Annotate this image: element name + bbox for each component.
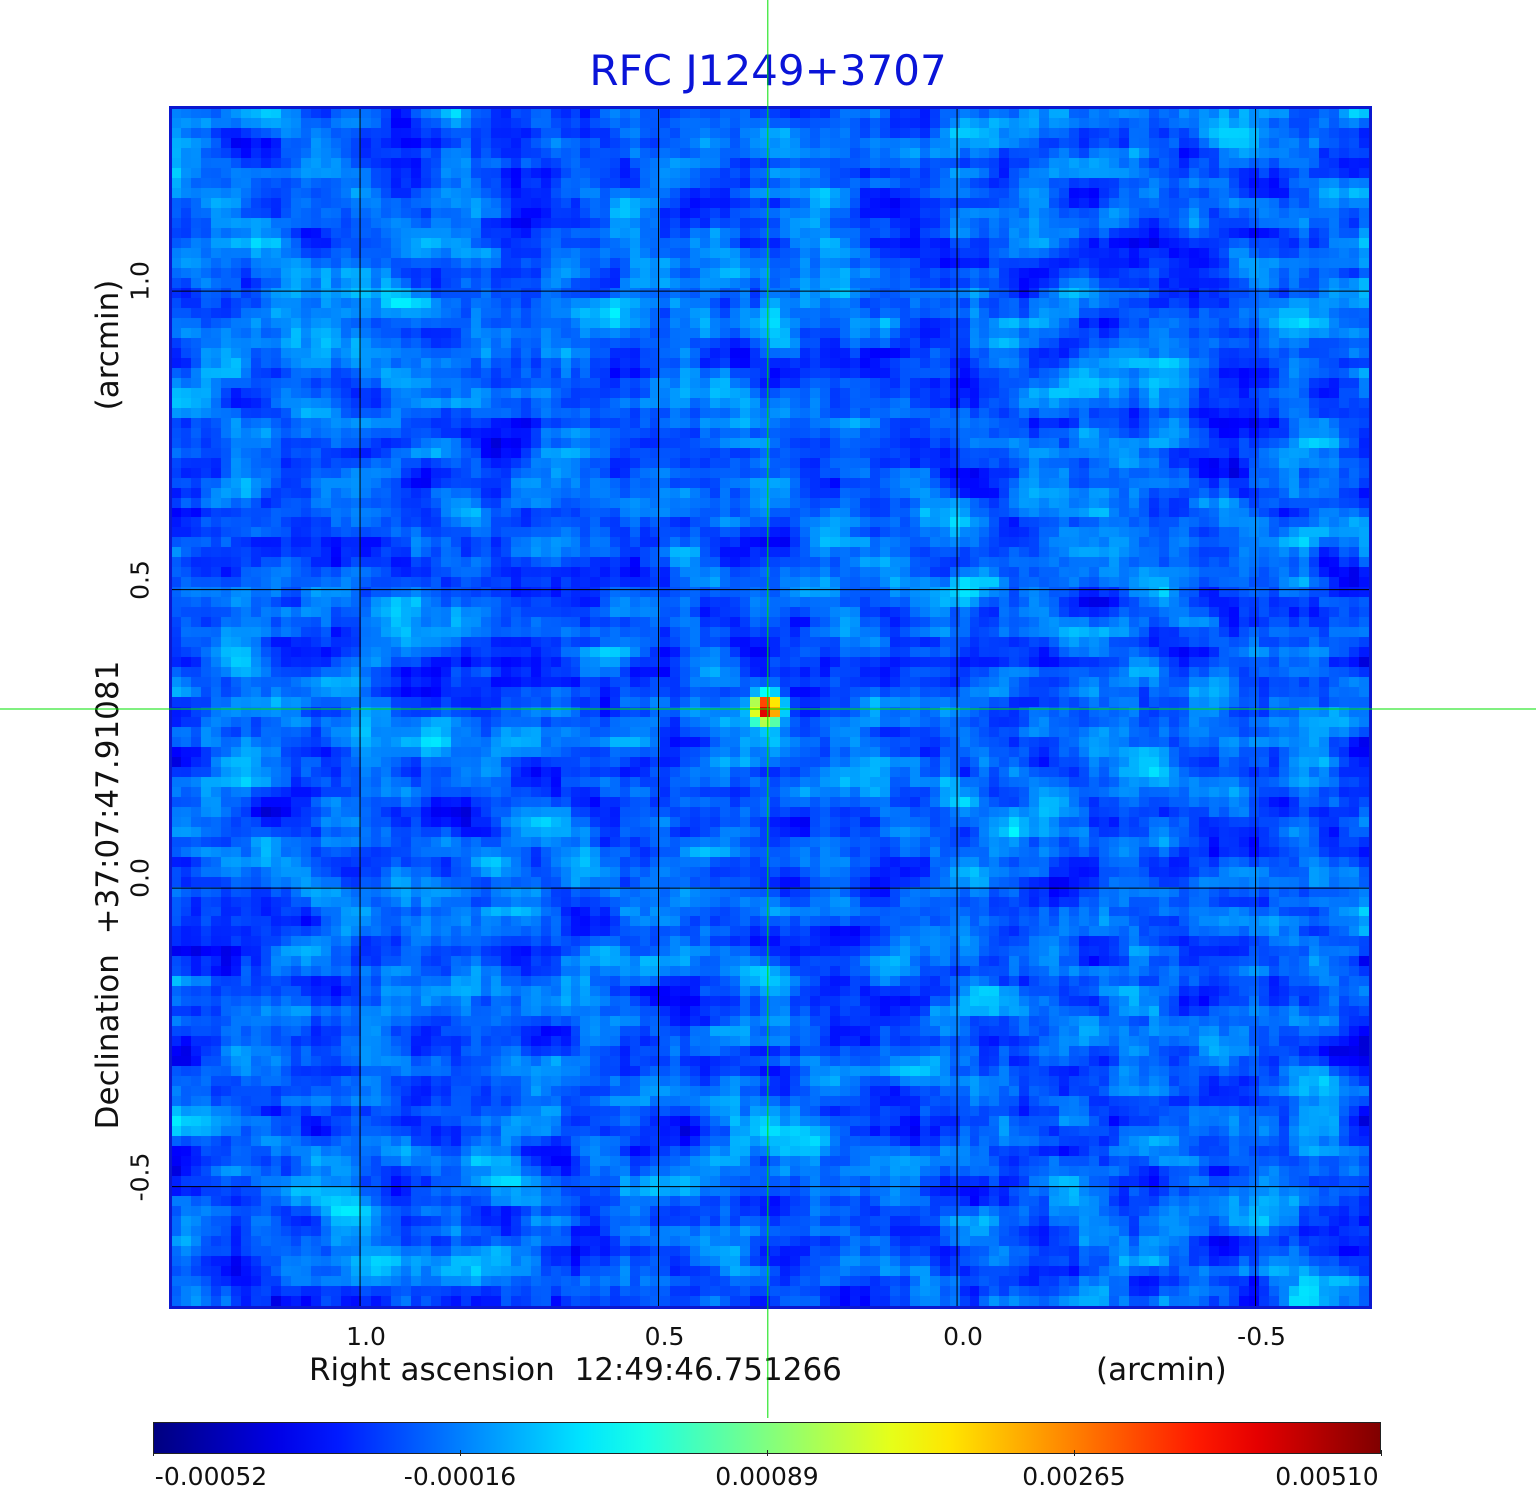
y-tick-label: -0.5 <box>125 1152 155 1201</box>
colorbar-tick-label: -0.00052 <box>154 1462 268 1491</box>
colorbar-tick-mark <box>460 1450 461 1456</box>
y-axis-unit: (arcmin) <box>90 279 126 411</box>
y-tick-label: 0.5 <box>125 559 155 600</box>
colorbar <box>153 1422 1381 1454</box>
colorbar-tick-mark <box>1074 1450 1075 1456</box>
y-tick-label: 0.0 <box>125 858 155 898</box>
intensity-map <box>172 109 1369 1306</box>
y-tick-label: 1.0 <box>125 261 155 301</box>
colorbar-tick-mark <box>1381 1450 1382 1456</box>
colorbar-tick-label: -0.00016 <box>403 1462 517 1491</box>
image-panel <box>169 106 1372 1309</box>
x-tick-label: -0.5 <box>1237 1322 1286 1351</box>
chart-title: RFC J1249+3707 <box>589 46 947 95</box>
colorbar-tick-label: 0.00510 <box>1275 1462 1379 1491</box>
x-tick-label: 0.0 <box>943 1322 983 1351</box>
grid-lines <box>172 109 1369 1306</box>
colorbar-tick-mark <box>153 1450 154 1456</box>
x-axis-unit: (arcmin) <box>1096 1352 1227 1388</box>
colorbar-tick-label: 0.00089 <box>715 1462 819 1491</box>
y-axis-label: Declination +37:07:47.91081 <box>90 660 126 1130</box>
x-tick-label: 0.5 <box>644 1322 685 1351</box>
colorbar-tick-label: 0.00265 <box>1022 1462 1126 1491</box>
x-tick-label: 1.0 <box>346 1322 386 1351</box>
colorbar-tick-mark <box>767 1450 768 1456</box>
x-axis-label: Right ascension 12:49:46.751266 <box>309 1352 842 1388</box>
